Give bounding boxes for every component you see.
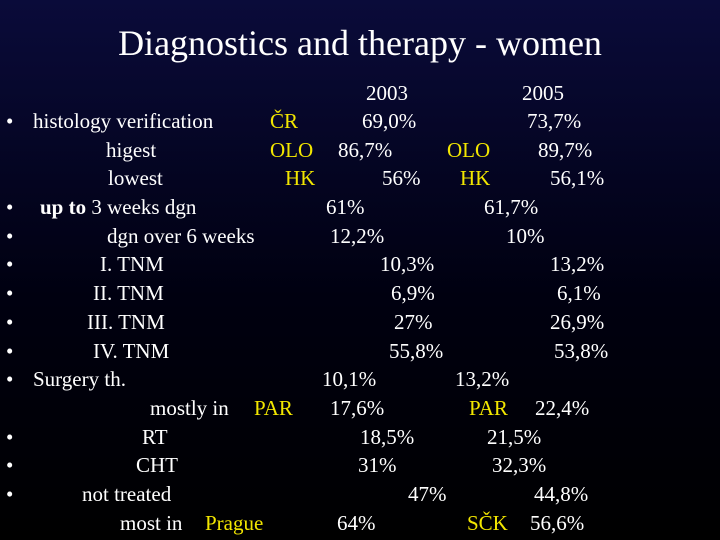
tnm2-label: II. TNM (93, 281, 164, 305)
tnm3-2003: 27% (394, 310, 433, 334)
lowest-2005: 56,1% (550, 166, 605, 190)
most-prague-region-2005: SČK (467, 511, 508, 535)
tnm1-label: I. TNM (100, 252, 164, 276)
slide-title: Diagnostics and therapy - women (118, 23, 602, 63)
lowest-region-2005: HK (460, 166, 491, 190)
not-treated-2003: 47% (408, 482, 447, 506)
mostly-par-2005: 22,4% (535, 396, 590, 420)
upto3-label: up to 3 weeks dgn (40, 195, 196, 219)
year-2005-header: 2005 (522, 81, 564, 105)
mostly-par-2003: 17,6% (330, 396, 385, 420)
cht-2003: 31% (358, 453, 397, 477)
over6-2005: 10% (506, 224, 545, 248)
bullet-surgery: • (6, 367, 14, 391)
not-treated-label: not treated (82, 482, 172, 506)
bullet-tnm1: • (6, 252, 14, 276)
most-prague-2003: 64% (337, 511, 376, 535)
tnm1-2003: 10,3% (380, 252, 435, 276)
upto3-label-rest: 3 weeks dgn (91, 195, 197, 219)
bullet-cht: • (6, 453, 14, 477)
year-2003-header: 2003 (366, 81, 408, 105)
cht-label: CHT (136, 453, 178, 477)
tnm2-2005: 6,1% (557, 281, 601, 305)
upto3-label-bold: up to (40, 195, 87, 219)
mostly-par-region: PAR (254, 396, 293, 420)
highest-region: OLO (270, 138, 314, 162)
highest-2003: 86,7% (338, 138, 393, 162)
bullet-not-treated: • (6, 482, 14, 506)
bullet-tnm4: • (6, 339, 14, 363)
tnm4-2005: 53,8% (554, 339, 609, 363)
tnm2-2003: 6,9% (391, 281, 435, 305)
highest-region-2005: OLO (447, 138, 491, 162)
bullet-upto3: • (6, 195, 14, 219)
tnm3-label: III. TNM (87, 310, 165, 334)
lowest-region: HK (285, 166, 316, 190)
histology-label: histology verification (33, 109, 214, 133)
tnm1-2005: 13,2% (550, 252, 605, 276)
most-prague-label: most in (120, 511, 183, 535)
surgery-2003: 10,1% (322, 367, 377, 391)
surgery-label: Surgery th. (33, 367, 126, 391)
tnm4-2003: 55,8% (389, 339, 444, 363)
rt-2005: 21,5% (487, 425, 542, 449)
bullet-tnm2: • (6, 281, 14, 305)
most-prague-region: Prague (205, 511, 264, 535)
rt-label: RT (142, 425, 168, 449)
bullet-over6: • (6, 224, 14, 248)
not-treated-2005: 44,8% (534, 482, 589, 506)
highest-label: higest (106, 138, 157, 162)
mostly-par-label: mostly in (150, 396, 229, 420)
highest-2005: 89,7% (538, 138, 593, 162)
most-prague-2005: 56,6% (530, 511, 585, 535)
over6-label: dgn over 6 weeks (107, 224, 255, 248)
mostly-par-region-2005: PAR (469, 396, 508, 420)
tnm4-label: IV. TNM (93, 339, 170, 363)
lowest-label: lowest (108, 166, 163, 190)
upto3-2005: 61,7% (484, 195, 539, 219)
bullet-tnm3: • (6, 310, 14, 334)
over6-2003: 12,2% (330, 224, 385, 248)
histology-2003: 69,0% (362, 109, 417, 133)
histology-2005: 73,7% (527, 109, 582, 133)
rt-2003: 18,5% (360, 425, 415, 449)
lowest-2003: 56% (382, 166, 421, 190)
tnm3-2005: 26,9% (550, 310, 605, 334)
surgery-2005: 13,2% (455, 367, 510, 391)
bullet-histology: • (6, 109, 14, 133)
histology-region: ČR (270, 109, 299, 133)
bullet-rt: • (6, 425, 14, 449)
upto3-2003: 61% (326, 195, 365, 219)
cht-2005: 32,3% (492, 453, 547, 477)
